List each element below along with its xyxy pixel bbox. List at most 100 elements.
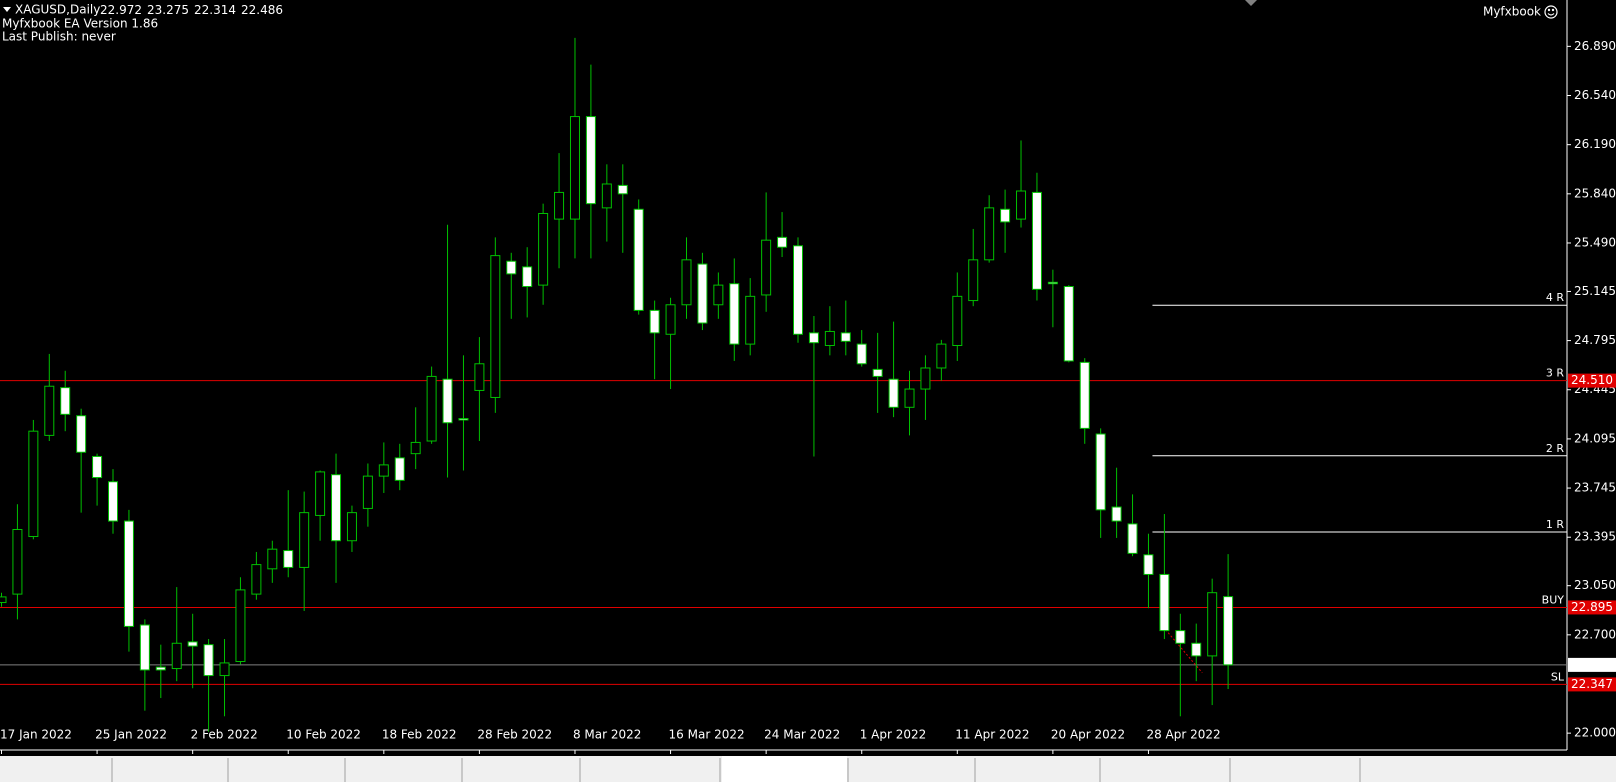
y-tick-label: 24.095 <box>1574 431 1616 445</box>
candle-body <box>824 330 835 347</box>
candle-body <box>1000 208 1011 223</box>
ohlc-high: 23.275 <box>147 3 189 17</box>
candle-body <box>713 284 724 306</box>
ohlc-open: 22.972 <box>100 3 142 17</box>
candle-body <box>1191 642 1202 657</box>
candle-body <box>984 207 995 261</box>
candle-body <box>1095 433 1106 511</box>
price-label: 22.486 <box>1571 657 1613 671</box>
candle-body <box>331 474 342 542</box>
candle-body <box>761 239 772 296</box>
candle-body <box>394 457 405 481</box>
candle-body <box>219 662 230 677</box>
candle-body <box>601 183 612 209</box>
candle-body <box>123 520 134 627</box>
candle-body <box>538 212 549 286</box>
candle-body <box>729 283 740 345</box>
level-name: 3 R <box>1546 367 1564 380</box>
candle-body <box>187 641 198 647</box>
candle-body <box>299 512 310 568</box>
candle-body <box>378 464 389 477</box>
candle-body <box>904 388 915 408</box>
candle-body <box>203 644 214 677</box>
candle-body <box>952 295 963 347</box>
candle-body <box>808 332 819 344</box>
tab-separators <box>111 758 1361 782</box>
x-tick-label: 20 Apr 2022 <box>1051 728 1125 742</box>
candle-body <box>888 378 899 408</box>
candle-body <box>28 430 39 538</box>
candle-body <box>410 441 421 455</box>
active-tab[interactable] <box>722 756 847 782</box>
x-tick-label: 1 Apr 2022 <box>860 728 927 742</box>
x-tick-label: 10 Feb 2022 <box>286 728 361 742</box>
candle-body <box>315 471 326 516</box>
candle-body <box>267 548 278 570</box>
candle-body <box>44 385 55 436</box>
price-label-box <box>1568 600 1616 615</box>
smiley-icon <box>1544 5 1558 19</box>
y-tick-label: 25.490 <box>1574 235 1616 249</box>
candle-body <box>362 475 373 509</box>
symbol-title: XAGUSD,Daily <box>15 3 100 17</box>
x-tick-label: 2 Feb 2022 <box>191 728 258 742</box>
candle-body <box>346 512 357 542</box>
candle-body <box>1127 523 1138 554</box>
x-tick-label: 8 Mar 2022 <box>573 728 641 742</box>
y-tick-label: 22.000 <box>1574 726 1616 740</box>
x-tick-label: 16 Mar 2022 <box>669 728 745 742</box>
candle-body <box>426 375 437 442</box>
ohlc-low: 22.314 <box>194 3 236 17</box>
candle-body <box>569 116 580 220</box>
candle-body <box>251 564 262 595</box>
last-publish: Last Publish: never <box>2 30 116 44</box>
x-tick-label: 24 Mar 2022 <box>764 728 840 742</box>
candle-body <box>108 481 119 522</box>
candle-body <box>1223 596 1234 666</box>
y-tick-label: 23.050 <box>1574 578 1616 592</box>
candle-body <box>681 259 692 306</box>
y-tick-label: 23.745 <box>1574 481 1616 495</box>
x-tick-label: 28 Apr 2022 <box>1146 728 1220 742</box>
price-label-box <box>1568 373 1616 388</box>
x-tick-label: 28 Feb 2022 <box>477 728 552 742</box>
candle-body <box>283 550 294 568</box>
candle-body <box>235 589 246 663</box>
candle-body <box>1159 573 1170 632</box>
y-tick-label: 26.540 <box>1574 88 1616 102</box>
y-tick-label: 26.890 <box>1574 39 1616 53</box>
candle-body <box>872 368 883 377</box>
y-tick-label: 25.145 <box>1574 284 1616 298</box>
collapse-arrow[interactable] <box>3 7 11 12</box>
shift-marker <box>1245 0 1257 6</box>
x-tick-label: 18 Feb 2022 <box>382 728 457 742</box>
candle-body <box>442 378 453 424</box>
candle-body <box>1031 191 1042 290</box>
candle-body <box>506 260 517 275</box>
candle-body <box>585 116 596 205</box>
level-name: 2 R <box>1546 442 1564 455</box>
levels: 4 R 3 R 24.510 2 R 1 R BUY 22.895 22.486 SL 22.34… <box>0 291 1616 692</box>
y-tick-label: 26.190 <box>1574 137 1616 151</box>
candle-body <box>1047 281 1058 285</box>
price-label-box <box>1568 657 1616 672</box>
candle-body <box>617 184 628 195</box>
y-tick-label: 25.840 <box>1574 186 1616 200</box>
ohlc-readout: 22.972 23.275 22.314 22.486 <box>100 3 283 17</box>
candle-body <box>522 266 533 288</box>
candle-body <box>1063 286 1074 362</box>
candle-body <box>968 259 979 302</box>
level-name: 4 R <box>1546 291 1564 304</box>
candle-body <box>1111 506 1122 522</box>
candle-body <box>171 642 182 670</box>
brand: Myfxbook <box>1483 5 1541 19</box>
trade-path <box>1160 623 1203 674</box>
price-label: 22.895 <box>1571 600 1613 614</box>
candle-body <box>0 596 7 604</box>
candle-body <box>474 363 485 391</box>
candle-body <box>1143 554 1154 575</box>
candle-body <box>745 295 756 345</box>
candle-body <box>697 263 708 324</box>
candle-body <box>936 343 947 369</box>
y-tick-label: 23.395 <box>1574 530 1616 544</box>
